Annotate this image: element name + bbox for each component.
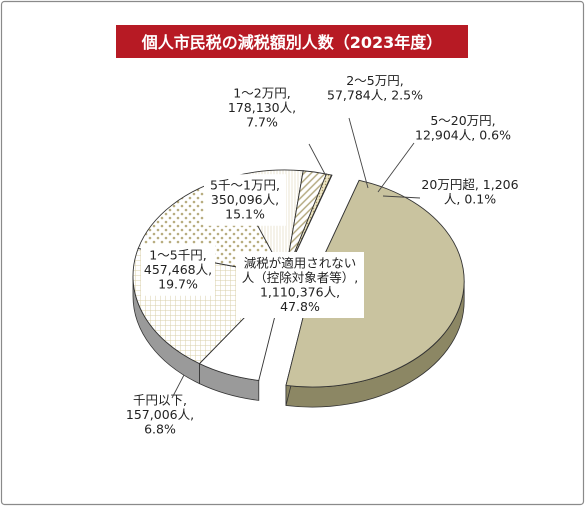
slice-label-line: 6.8% [144,422,176,437]
title-band: 個人市民税の減税額別人数（2023年度） [116,25,468,58]
slice-label-bg [141,244,215,296]
title-band-bg [116,25,468,58]
slice-label-line: 1～5千円, [149,248,206,263]
slice-label-6: 2～5万円,57,784人, 2.5% [327,73,423,103]
slice-label-2: 千円以下,157,006人,6.8% [126,393,194,437]
slice-label-line: 1,110,376人, [260,284,340,299]
leader-line-2 [171,374,185,399]
slice-label-line: 15.1% [225,207,265,222]
slice-label-line: 178,130人, [228,100,296,115]
leader-lines [171,117,421,399]
slice-label-bg [236,252,364,318]
slice-label-line: 人（控除対象者等）, [242,270,358,285]
slice-label-4: 5千～1万円,350,096人,15.1% [204,174,286,226]
slice-label-7: 5～20万円,12,904人, 0.6% [415,113,511,143]
slice-label-3: 1～5千円,457,468人,19.7% [141,244,215,296]
slice-label-line: 57,784人, 2.5% [327,87,423,102]
slice-label-line: 5～20万円, [430,113,495,128]
slice-label-line: 157,006人, [126,407,194,422]
pie-slice-1 [285,179,465,388]
slice-label-line: 12,904人, 0.6% [415,127,511,142]
leader-line-8 [382,195,421,199]
pie-slice-8 [284,174,333,277]
leader-line-7 [377,142,415,193]
slice-label-line: 5千～1万円, [210,178,280,193]
leader-line-6 [348,117,369,189]
slice-label-bg [204,174,286,226]
slice-label-line: 350,096人, [211,192,279,207]
slice-label-line: 20万円超, 1,206 [421,177,518,192]
leader-line-5 [308,143,327,177]
slice-label-5: 1～2万円,178,130人,7.7% [228,86,296,130]
slice-label-line: 7.7% [246,115,278,130]
slice-label-line: 人, 0.1% [444,191,496,206]
slice-label-line: 2～5万円, [346,73,403,88]
slice-label-line: 19.7% [158,277,198,292]
slice-label-line: 減税が適用されない [244,255,357,270]
slice-label-line: 1～2万円, [233,86,290,101]
slice-label-line: 47.8% [280,299,320,314]
slice-label-line: 千円以下, [133,393,187,408]
chart-title: 個人市民税の減税額別人数（2023年度） [141,33,443,52]
slice-label-line: 457,468人, [144,262,212,277]
